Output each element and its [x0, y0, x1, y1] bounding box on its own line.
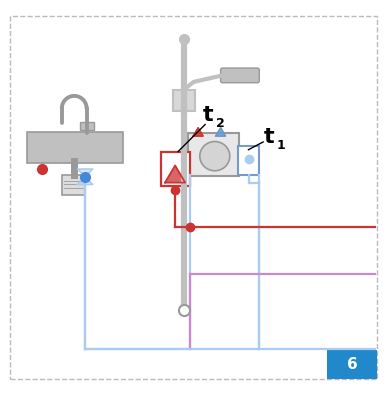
FancyBboxPatch shape	[327, 350, 377, 379]
Text: $\mathbf{1}$: $\mathbf{1}$	[276, 139, 286, 152]
Polygon shape	[165, 166, 185, 182]
Text: $\mathbf{t}$: $\mathbf{t}$	[202, 104, 214, 124]
FancyBboxPatch shape	[188, 133, 239, 176]
Polygon shape	[216, 128, 226, 136]
Text: $\mathbf{2}$: $\mathbf{2}$	[215, 117, 225, 130]
FancyBboxPatch shape	[27, 132, 123, 163]
Text: 6: 6	[347, 356, 358, 372]
Text: $\mathbf{t}$: $\mathbf{t}$	[263, 126, 275, 146]
FancyBboxPatch shape	[238, 146, 259, 175]
Polygon shape	[193, 128, 203, 136]
Ellipse shape	[200, 142, 230, 171]
FancyBboxPatch shape	[161, 152, 190, 186]
FancyBboxPatch shape	[221, 68, 259, 83]
Polygon shape	[77, 169, 93, 177]
Polygon shape	[77, 177, 93, 184]
FancyBboxPatch shape	[62, 175, 85, 195]
FancyBboxPatch shape	[173, 90, 195, 111]
FancyBboxPatch shape	[80, 122, 94, 130]
